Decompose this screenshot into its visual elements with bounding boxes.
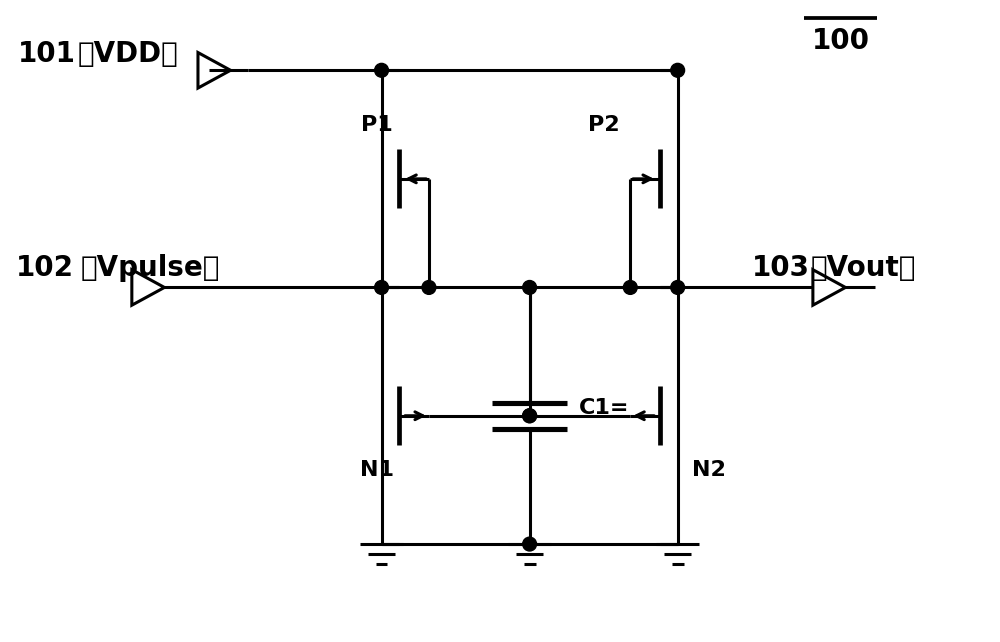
Circle shape	[375, 281, 388, 294]
Text: P1: P1	[361, 114, 392, 135]
Circle shape	[523, 537, 537, 551]
Text: 101: 101	[18, 40, 76, 67]
Circle shape	[523, 409, 537, 422]
Text: P2: P2	[588, 114, 619, 135]
Text: 103: 103	[752, 254, 810, 282]
Circle shape	[422, 281, 436, 294]
Text: （Vpulse）: （Vpulse）	[81, 254, 220, 282]
Circle shape	[375, 64, 388, 77]
Circle shape	[671, 281, 685, 294]
Text: （Vout）: （Vout）	[811, 254, 916, 282]
Text: N2: N2	[692, 460, 726, 480]
Text: （VDD）: （VDD）	[78, 40, 178, 67]
Text: N1: N1	[360, 460, 394, 480]
Text: C1=: C1=	[579, 398, 629, 418]
Text: 102: 102	[16, 254, 74, 282]
Circle shape	[523, 409, 537, 422]
Circle shape	[523, 281, 537, 294]
Circle shape	[623, 281, 637, 294]
Text: 100: 100	[812, 27, 870, 55]
Circle shape	[671, 64, 685, 77]
